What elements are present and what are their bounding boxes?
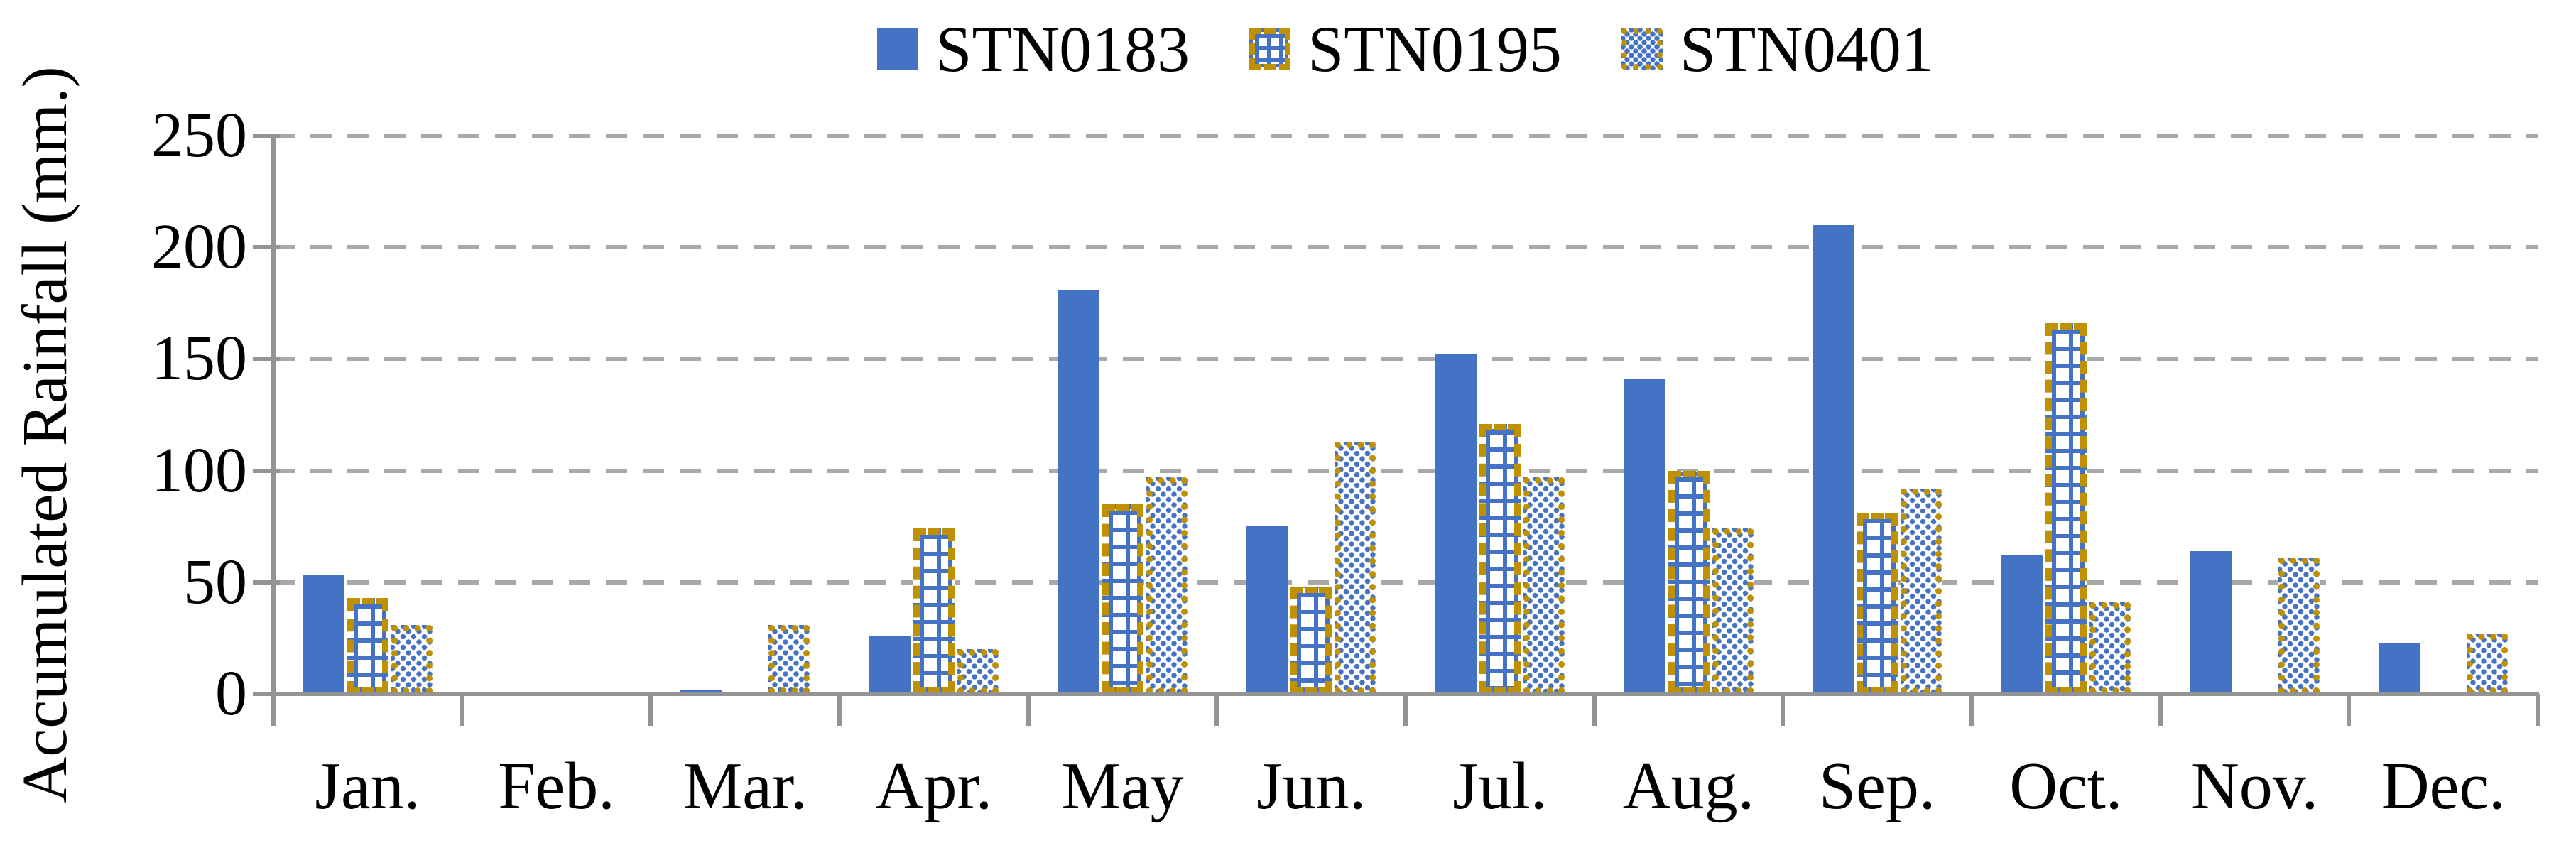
bar-STN0183-Nov (2190, 550, 2232, 694)
y-axis-tick (253, 580, 280, 585)
x-axis-tick (1781, 694, 1786, 726)
month-label-Jul: Jul. (1452, 749, 1548, 823)
bar-STN0401-Sep (1901, 488, 1942, 694)
month-label-Aug: Aug. (1622, 749, 1755, 823)
y-tick-label: 50 (183, 546, 247, 617)
bar-STN0195-Jul (1479, 423, 1521, 694)
x-axis-line (273, 692, 2539, 696)
gridline-200 (273, 245, 2538, 250)
bar-STN0183-May (1058, 289, 1099, 694)
bar-STN0401-Dec (2467, 634, 2509, 694)
bar-STN0401-Jul (1523, 477, 1565, 694)
bar-STN0195-May (1102, 504, 1143, 694)
bar-STN0401-Nov (2278, 558, 2320, 694)
gridline-250 (273, 134, 2538, 138)
month-label-Nov: Nov. (2190, 749, 2319, 823)
bar-STN0183-Jan (303, 575, 344, 694)
month-label-Jun: Jun. (1256, 749, 1366, 823)
x-axis-tick (837, 694, 842, 726)
gridline-50 (273, 580, 2538, 585)
y-axis-line (271, 136, 276, 726)
bar-STN0183-Mar (680, 689, 722, 694)
x-axis-tick (1026, 694, 1031, 726)
month-label-Sep: Sep. (1818, 749, 1936, 823)
x-axis-tick (1969, 694, 1974, 726)
y-tick-label: 200 (151, 212, 247, 283)
bar-STN0195-Apr (913, 528, 955, 694)
x-axis-tick (2158, 694, 2163, 726)
bar-STN0183-Sep (1813, 224, 1854, 694)
y-tick-label: 250 (151, 100, 247, 170)
x-axis-tick (2347, 694, 2352, 726)
gridline-150 (273, 357, 2538, 362)
x-axis-tick (460, 694, 464, 726)
y-axis-tick (253, 134, 280, 138)
month-label-May: May (1061, 749, 1184, 823)
legend-label: STN0401 (1679, 13, 1934, 85)
legend-swatch-solid-icon (877, 28, 919, 70)
legend-item-stn0183: STN0183 (877, 16, 1190, 82)
y-axis-tick (253, 468, 280, 473)
bar-STN0401-May (1146, 477, 1188, 694)
month-label-Oct: Oct. (2009, 749, 2123, 823)
legend-swatch-dots-icon (1621, 28, 1663, 70)
bar-STN0401-Jun (1335, 441, 1376, 694)
x-axis-tick (648, 694, 653, 726)
bar-STN0183-Apr (869, 636, 911, 694)
bar-STN0183-Jun (1246, 526, 1288, 694)
month-label-Mar: Mar. (683, 749, 808, 823)
bar-STN0195-Jan (347, 597, 388, 694)
legend-swatch-checker-icon (1249, 28, 1291, 70)
x-axis-tick (2536, 694, 2540, 726)
bar-STN0401-Mar (768, 624, 810, 694)
x-axis-tick (1592, 694, 1597, 726)
legend-label: STN0195 (1308, 13, 1562, 85)
y-tick-label: 150 (151, 323, 247, 394)
x-axis-tick (271, 694, 276, 726)
bar-STN0183-Aug (1624, 379, 1665, 694)
x-axis-tick (1403, 694, 1408, 726)
legend-item-stn0401: STN0401 (1621, 16, 1934, 82)
bar-STN0401-Jan (391, 624, 433, 694)
month-label-Dec: Dec. (2381, 749, 2506, 823)
bar-STN0195-Jun (1290, 587, 1332, 694)
bar-STN0195-Sep (1857, 513, 1898, 694)
bar-STN0195-Oct (2045, 323, 2087, 694)
bar-STN0183-Jul (1435, 354, 1477, 694)
legend-label: STN0183 (935, 13, 1190, 85)
bar-STN0195-Aug (1668, 470, 1710, 694)
bar-STN0183-Oct (2001, 555, 2043, 694)
chart-legend: STN0183 STN0195 STN0401 (273, 10, 2538, 88)
bar-STN0401-Oct (2089, 602, 2131, 694)
month-label-Apr: Apr. (875, 749, 993, 823)
y-axis-tick (253, 692, 280, 696)
y-axis-tick (253, 357, 280, 362)
x-axis-tick (1214, 694, 1219, 726)
month-label-Jan: Jan. (315, 749, 421, 823)
gridline-100 (273, 468, 2538, 473)
y-tick-label: 100 (151, 435, 247, 506)
y-tick-label: 0 (215, 658, 247, 729)
y-axis-tick (253, 245, 280, 250)
bar-STN0401-Apr (957, 649, 999, 694)
bar-STN0183-Dec (2379, 642, 2420, 694)
legend-item-stn0195: STN0195 (1249, 16, 1562, 82)
bar-STN0401-Aug (1712, 528, 1754, 694)
month-label-Feb: Feb. (498, 749, 615, 823)
